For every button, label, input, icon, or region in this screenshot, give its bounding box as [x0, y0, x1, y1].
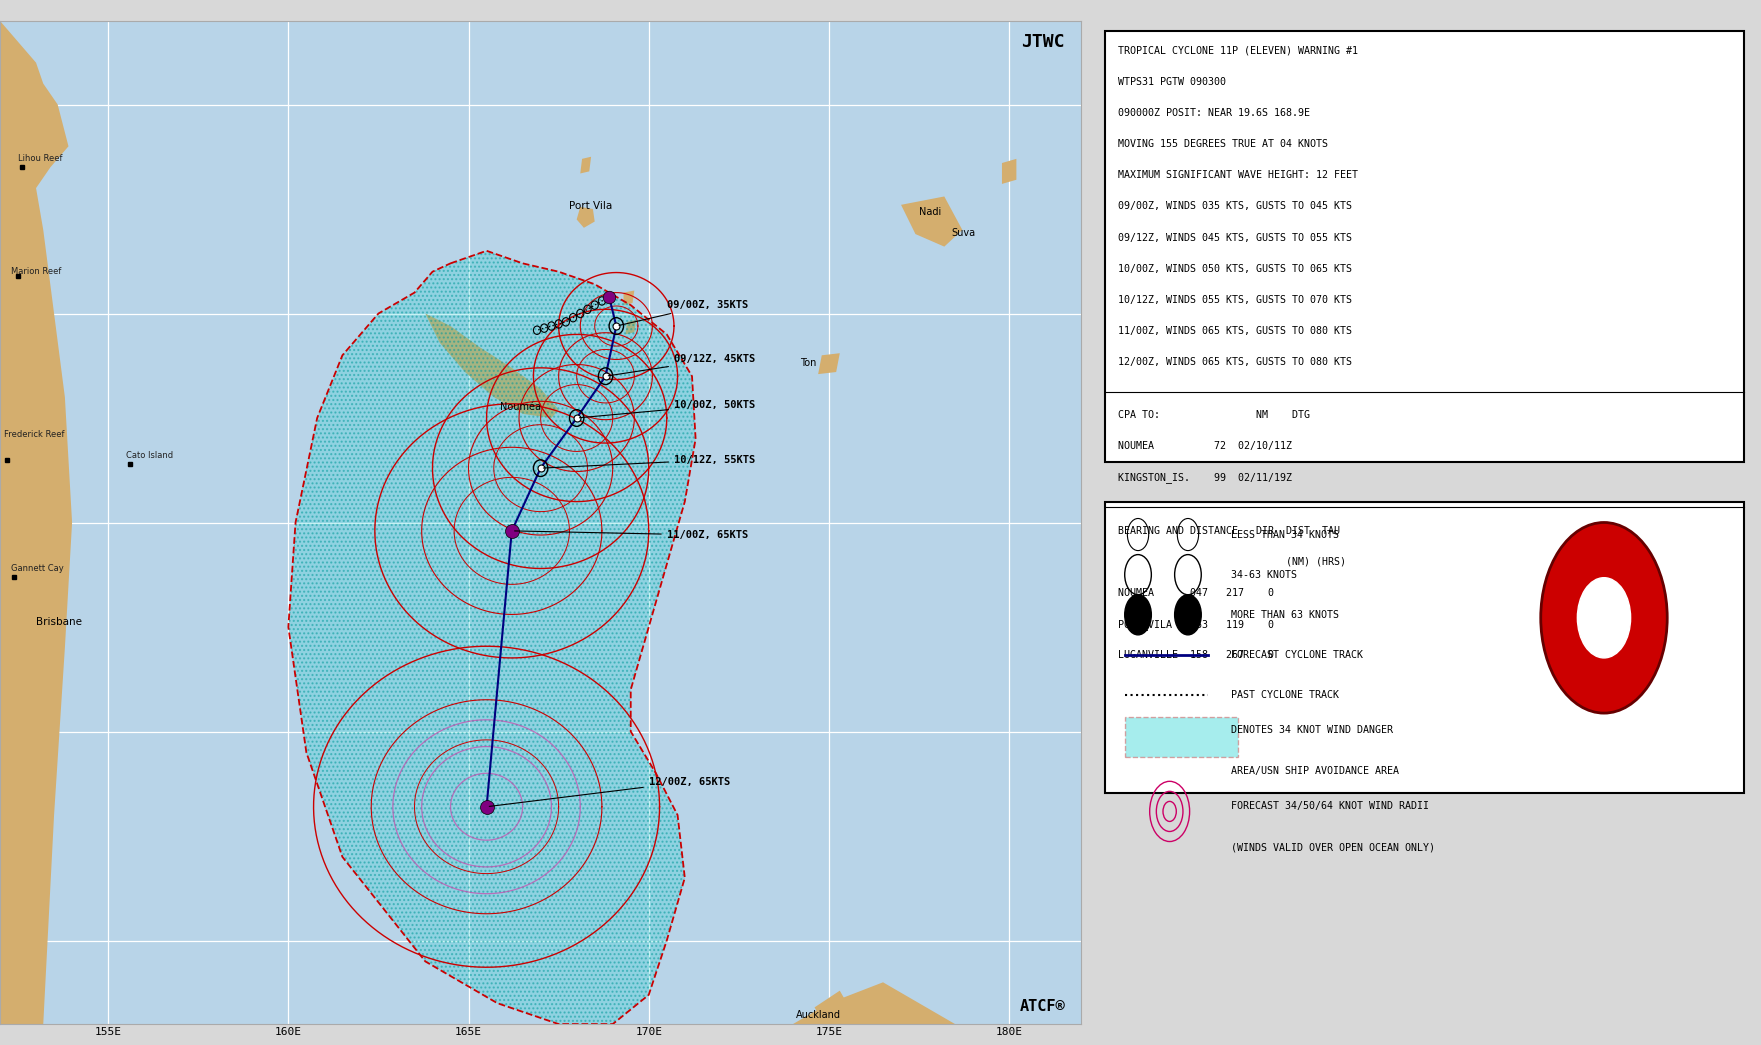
Text: NOUMEA          72  02/10/11Z: NOUMEA 72 02/10/11Z — [1118, 441, 1293, 451]
Polygon shape — [819, 353, 840, 374]
Text: NOUMEA      047   217    0: NOUMEA 047 217 0 — [1118, 587, 1273, 598]
Polygon shape — [576, 207, 595, 228]
Text: Frederick Reef: Frederick Reef — [4, 429, 63, 439]
Text: 10/00Z, 50KTS: 10/00Z, 50KTS — [579, 400, 755, 418]
Text: ATCF®: ATCF® — [1020, 999, 1065, 1014]
Text: Cato Island: Cato Island — [127, 450, 173, 460]
Polygon shape — [0, 21, 72, 1024]
Polygon shape — [625, 320, 636, 334]
Circle shape — [1541, 522, 1668, 713]
Text: 09/12Z, 45KTS: 09/12Z, 45KTS — [608, 354, 755, 376]
Text: 09/00Z, 35KTS: 09/00Z, 35KTS — [620, 300, 748, 325]
Text: TROPICAL CYCLONE 11P (ELEVEN) WARNING #1: TROPICAL CYCLONE 11P (ELEVEN) WARNING #1 — [1118, 46, 1358, 56]
Text: WTPS31 PGTW 090300: WTPS31 PGTW 090300 — [1118, 77, 1226, 87]
Text: 09/12Z, WINDS 045 KTS, GUSTS TO 055 KTS: 09/12Z, WINDS 045 KTS, GUSTS TO 055 KTS — [1118, 233, 1352, 242]
Text: Lihou Reef: Lihou Reef — [18, 154, 63, 163]
Text: BEARING AND DISTANCE   DIR  DIST  TAU: BEARING AND DISTANCE DIR DIST TAU — [1118, 526, 1340, 535]
Text: Nadi: Nadi — [919, 207, 942, 217]
Polygon shape — [792, 982, 954, 1024]
Polygon shape — [289, 251, 696, 1024]
Text: MOVING 155 DEGREES TRUE AT 04 KNOTS: MOVING 155 DEGREES TRUE AT 04 KNOTS — [1118, 139, 1328, 149]
Circle shape — [1175, 595, 1201, 635]
FancyBboxPatch shape — [1125, 717, 1238, 758]
Text: 10/12Z, 55KTS: 10/12Z, 55KTS — [544, 455, 755, 468]
Text: Port Vila: Port Vila — [569, 201, 613, 211]
Text: 090000Z POSIT: NEAR 19.6S 168.9E: 090000Z POSIT: NEAR 19.6S 168.9E — [1118, 109, 1310, 118]
Text: MORE THAN 63 KNOTS: MORE THAN 63 KNOTS — [1231, 610, 1338, 620]
Polygon shape — [623, 291, 634, 305]
Text: 34-63 KNOTS: 34-63 KNOTS — [1231, 570, 1298, 580]
Polygon shape — [426, 314, 558, 418]
Text: JTWC: JTWC — [1021, 33, 1065, 51]
FancyBboxPatch shape — [1104, 31, 1743, 462]
Text: 10/00Z, WINDS 050 KTS, GUSTS TO 065 KTS: 10/00Z, WINDS 050 KTS, GUSTS TO 065 KTS — [1118, 263, 1352, 274]
Text: Ton: Ton — [799, 357, 817, 368]
Text: PORT_VILA   163   119    0: PORT_VILA 163 119 0 — [1118, 619, 1273, 630]
Polygon shape — [902, 196, 962, 247]
Text: FORECAST CYCLONE TRACK: FORECAST CYCLONE TRACK — [1231, 650, 1363, 660]
Text: KINGSTON_IS.    99  02/11/19Z: KINGSTON_IS. 99 02/11/19Z — [1118, 472, 1293, 483]
Text: 11/00Z, 65KTS: 11/00Z, 65KTS — [514, 530, 748, 540]
Text: Nouméa: Nouméa — [500, 401, 541, 412]
Text: 12/00Z, 65KTS: 12/00Z, 65KTS — [490, 776, 731, 807]
Text: LESS THAN 34 KNOTS: LESS THAN 34 KNOTS — [1231, 530, 1338, 539]
Text: CPA TO:                NM    DTG: CPA TO: NM DTG — [1118, 410, 1310, 420]
Text: Auckland: Auckland — [796, 1009, 840, 1020]
Polygon shape — [1002, 159, 1016, 184]
Text: 11/00Z, WINDS 065 KTS, GUSTS TO 080 KTS: 11/00Z, WINDS 065 KTS, GUSTS TO 080 KTS — [1118, 326, 1352, 335]
FancyBboxPatch shape — [1104, 503, 1743, 793]
Text: Suva: Suva — [951, 228, 976, 238]
Text: (WINDS VALID OVER OPEN OCEAN ONLY): (WINDS VALID OVER OPEN OCEAN ONLY) — [1231, 842, 1435, 853]
Text: Gannett Cay: Gannett Cay — [11, 563, 63, 573]
Text: 12/00Z, WINDS 065 KTS, GUSTS TO 080 KTS: 12/00Z, WINDS 065 KTS, GUSTS TO 080 KTS — [1118, 357, 1352, 367]
Text: MAXIMUM SIGNIFICANT WAVE HEIGHT: 12 FEET: MAXIMUM SIGNIFICANT WAVE HEIGHT: 12 FEET — [1118, 170, 1358, 181]
Text: (NM) (HRS): (NM) (HRS) — [1118, 557, 1345, 566]
Text: AREA/USN SHIP AVOIDANCE AREA: AREA/USN SHIP AVOIDANCE AREA — [1231, 766, 1400, 776]
Text: DENOTES 34 KNOT WIND DANGER: DENOTES 34 KNOT WIND DANGER — [1231, 725, 1393, 736]
Circle shape — [1578, 578, 1631, 658]
Circle shape — [1125, 595, 1152, 635]
Text: 10/12Z, WINDS 055 KTS, GUSTS TO 070 KTS: 10/12Z, WINDS 055 KTS, GUSTS TO 070 KTS — [1118, 295, 1352, 305]
Polygon shape — [581, 157, 592, 173]
Polygon shape — [815, 991, 847, 1020]
Text: PAST CYCLONE TRACK: PAST CYCLONE TRACK — [1231, 690, 1338, 700]
Text: LUGANVILLE  158   267    0: LUGANVILLE 158 267 0 — [1118, 650, 1273, 659]
Text: Brisbane: Brisbane — [35, 617, 83, 627]
Text: Marion Reef: Marion Reef — [11, 266, 62, 276]
Text: FORECAST 34/50/64 KNOT WIND RADII: FORECAST 34/50/64 KNOT WIND RADII — [1231, 802, 1430, 811]
Text: 09/00Z, WINDS 035 KTS, GUSTS TO 045 KTS: 09/00Z, WINDS 035 KTS, GUSTS TO 045 KTS — [1118, 202, 1352, 211]
